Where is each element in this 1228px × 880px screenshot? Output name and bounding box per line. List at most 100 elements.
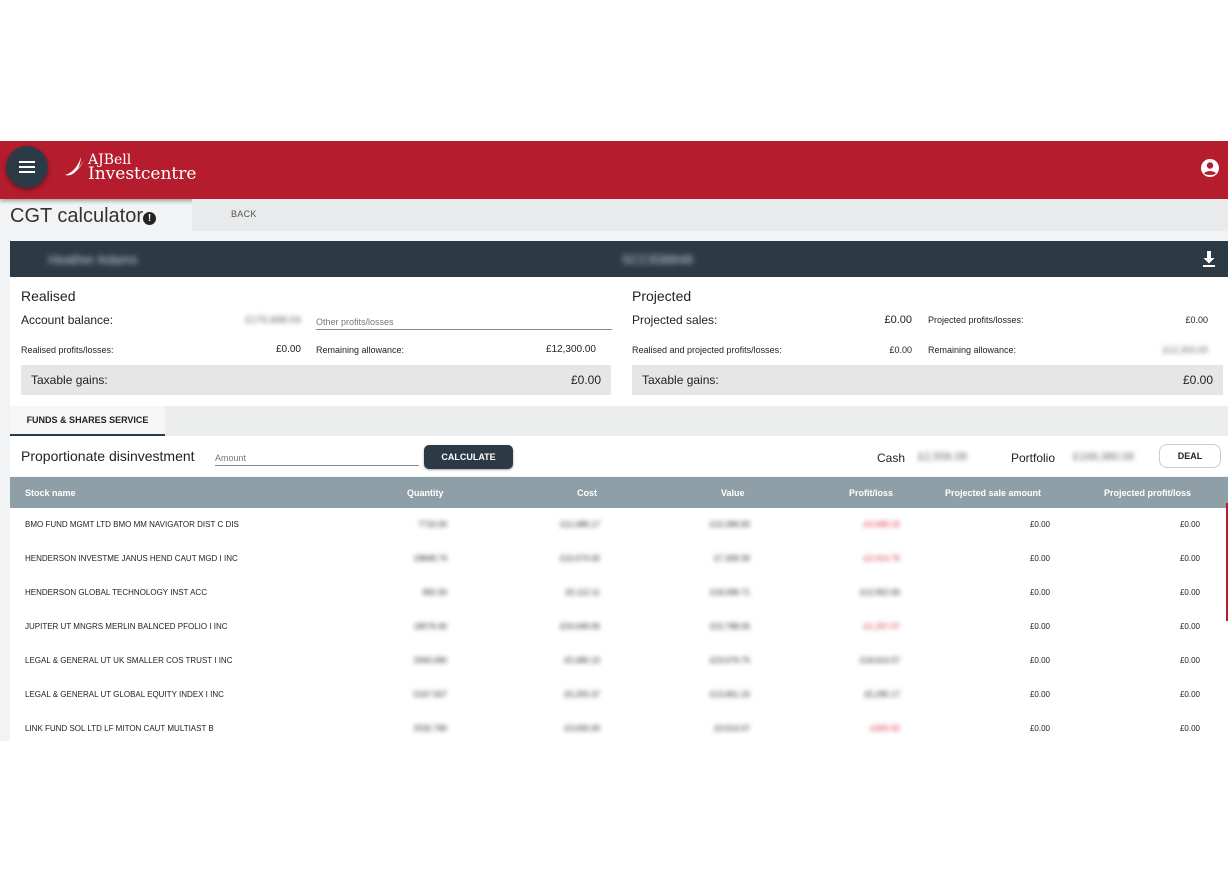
projected-remaining-label: Remaining allowance:: [928, 345, 1017, 355]
projected-profits-value: £0.00: [1185, 315, 1208, 325]
value-cell: £18,099.71: [709, 588, 750, 597]
tab-funds-shares[interactable]: FUNDS & SHARES SERVICE: [10, 406, 165, 436]
account-bar: Heather Adams SCC838848: [10, 241, 1228, 277]
profit-loss-cell: £12,952.00: [859, 588, 900, 597]
calculate-button[interactable]: CALCULATE: [424, 445, 513, 469]
col-quantity[interactable]: Quantity: [407, 488, 444, 498]
back-link[interactable]: BACK: [231, 209, 257, 219]
table-row[interactable]: HENDERSON GLOBAL TECHNOLOGY INST ACC 992.…: [10, 576, 1228, 611]
projected-profit-cell: £0.00: [1179, 520, 1200, 529]
quantity-cell: 2000.090: [413, 656, 447, 665]
stock-name-cell: HENDERSON INVESTME JANUS HEND CAUT MGD I…: [25, 554, 238, 563]
projected-profit-cell: £0.00: [1179, 588, 1200, 597]
page-title: CGT calculator: [10, 205, 144, 227]
cost-cell: £5,080.10: [564, 656, 600, 665]
top-bar: AJBell Investcentre: [0, 141, 1228, 199]
value-cell: £7,309.30: [714, 554, 750, 563]
stock-name-cell: LEGAL & GENERAL UT GLOBAL EQUITY INDEX I…: [25, 690, 224, 699]
col-cost[interactable]: Cost: [577, 488, 597, 498]
col-projected-profit[interactable]: Projected profit/loss: [1104, 488, 1192, 498]
service-tabs: FUNDS & SHARES SERVICE: [10, 406, 1228, 436]
combined-profits-label: Realised and projected profits/losses:: [632, 345, 782, 355]
profit-loss-cell: -£1,267.07: [861, 622, 900, 631]
table-row[interactable]: LEGAL & GENERAL UT GLOBAL EQUITY INDEX I…: [10, 678, 1228, 713]
table-row[interactable]: LINK FUND SOL LTD LF MITON CAUT MULTIAST…: [10, 712, 1228, 741]
realised-taxable-box: Taxable gains: £0.00: [21, 365, 611, 395]
cash-value: £2,556.08: [918, 451, 967, 463]
projected-sale-cell: £0.00: [1029, 690, 1050, 699]
ajbell-logo[interactable]: AJBell Investcentre: [62, 152, 197, 184]
deal-button[interactable]: DEAL: [1159, 444, 1221, 468]
combined-profits-value: £0.00: [889, 345, 912, 355]
realised-profits-value: £0.00: [275, 344, 301, 355]
download-icon[interactable]: [1202, 250, 1216, 268]
cost-cell: £11,086.17: [560, 520, 600, 529]
table-row[interactable]: HENDERSON INVESTME JANUS HEND CAUT MGD I…: [10, 542, 1228, 577]
logo-swoosh-icon: [65, 157, 84, 176]
table-row[interactable]: JUPITER UT MNGRS MERLIN BALNCED PFOLIO I…: [10, 610, 1228, 645]
realised-title: Realised: [21, 288, 76, 304]
quantity-cell: 7716.00: [418, 520, 447, 529]
cost-cell: £3,000.00: [564, 724, 600, 733]
portfolio-value: £168,380.06: [1073, 451, 1135, 463]
col-value[interactable]: Value: [721, 488, 745, 498]
projected-remaining-value: £12,300.00: [1162, 345, 1208, 355]
quantity-cell: 2532.790: [413, 724, 447, 733]
menu-button[interactable]: [6, 146, 48, 188]
table-row[interactable]: LEGAL & GENERAL UT UK SMALLER COS TRUST …: [10, 644, 1228, 679]
logo-line1: AJBell: [88, 152, 132, 168]
account-balance-label: Account balance:: [21, 313, 114, 327]
quantity-cell: 18848.74: [413, 554, 447, 563]
user-circle-icon[interactable]: [1200, 158, 1220, 178]
value-cell: £23,079.75: [709, 656, 750, 665]
realised-taxable-value: £0.00: [570, 373, 601, 387]
holdings-table: Stock name Quantity Cost Value Profit/lo…: [10, 477, 1228, 741]
profit-loss-cell: -£4,689.33: [861, 520, 900, 529]
table-row[interactable]: BMO FUND MGMT LTD BMO MM NAVIGATOR DIST …: [10, 508, 1228, 543]
portfolio-label: Portfolio: [1011, 451, 1056, 465]
logo-line2: Investcentre: [88, 164, 197, 184]
projected-profits-label: Projected profits/losses:: [928, 315, 1024, 325]
realised-remaining-value: £12,300.00: [545, 344, 596, 355]
quantity-cell: 18576.40: [413, 622, 447, 631]
quantity-cell: 5167.007: [413, 690, 447, 699]
cost-cell: £24,049.00: [559, 622, 600, 631]
cost-cell: £5,255.37: [564, 690, 600, 699]
other-profits-input[interactable]: [316, 315, 612, 330]
amount-input[interactable]: [215, 451, 419, 466]
realised-taxable-label: Taxable gains:: [31, 373, 108, 387]
value-cell: £3,614.07: [714, 724, 750, 733]
projected-taxable-value: £0.00: [1182, 373, 1213, 387]
account-name: Heather Adams: [48, 252, 138, 267]
scrollbar-indicator[interactable]: [1226, 503, 1228, 621]
projected-sale-cell: £0.00: [1029, 622, 1050, 631]
disinvestment-title: Proportionate disinvestment: [21, 448, 195, 464]
projected-title: Projected: [632, 288, 692, 304]
profit-loss-cell: £18,614.57: [859, 656, 900, 665]
projected-profit-cell: £0.00: [1179, 622, 1200, 631]
hamburger-icon-line: [19, 171, 35, 173]
col-projected-sale[interactable]: Projected sale amount: [945, 488, 1042, 498]
projected-sale-cell: £0.00: [1029, 588, 1050, 597]
projected-sale-cell: £0.00: [1029, 520, 1050, 529]
projected-profit-cell: £0.00: [1179, 690, 1200, 699]
table-header: Stock name Quantity Cost Value Profit/lo…: [10, 477, 1228, 508]
stock-name-cell: JUPITER UT MNGRS MERLIN BALNCED PFOLIO I…: [25, 622, 228, 631]
account-number: SCC838848: [622, 252, 693, 267]
stock-name-cell: HENDERSON GLOBAL TECHNOLOGY INST ACC: [25, 588, 207, 597]
projected-profit-cell: £0.00: [1179, 554, 1200, 563]
title-bar: CGT calculator ! BACK: [0, 199, 1228, 233]
col-profit-loss[interactable]: Profit/loss: [849, 488, 894, 498]
cgt-summary: Realised Account balance: £170,898.04 Re…: [10, 277, 1228, 406]
cash-label: Cash: [877, 451, 906, 465]
projected-profit-cell: £0.00: [1179, 724, 1200, 733]
projected-sale-cell: £0.00: [1029, 656, 1050, 665]
info-icon[interactable]: !: [143, 212, 156, 225]
projected-profit-cell: £0.00: [1179, 656, 1200, 665]
stock-name-cell: LINK FUND SOL LTD LF MITON CAUT MULTIAST…: [25, 724, 214, 733]
col-stock-name[interactable]: Stock name: [25, 488, 76, 498]
app-window: AJBell Investcentre CGT calculator ! BAC…: [0, 141, 1228, 741]
stock-name-cell: BMO FUND MGMT LTD BMO MM NAVIGATOR DIST …: [25, 520, 239, 529]
projected-sale-cell: £0.00: [1029, 724, 1050, 733]
profit-loss-cell: £5,295.17: [864, 690, 900, 699]
